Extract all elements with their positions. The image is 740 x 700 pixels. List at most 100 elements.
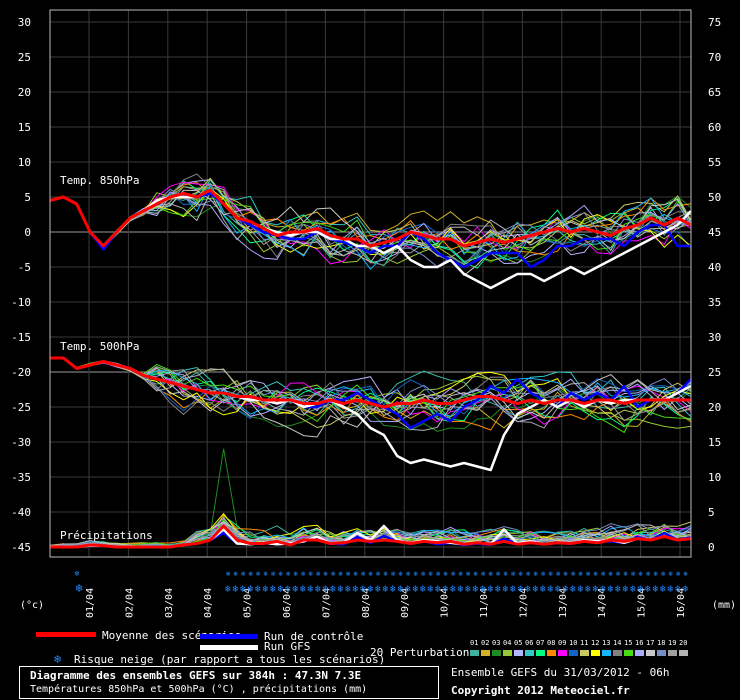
snow-risk-icon: ❄ bbox=[406, 570, 410, 578]
snow-risk-icon: ❄ bbox=[496, 570, 500, 578]
snow-risk-icon: ❄ bbox=[286, 570, 290, 578]
perturbation-line bbox=[49, 180, 692, 269]
snow-risk-icon: ❄ bbox=[653, 570, 657, 578]
left-tick-label: -35 bbox=[11, 471, 31, 484]
snow-risk-icon: ❄ bbox=[488, 570, 492, 578]
date-tick-label: 10/04 bbox=[440, 588, 451, 618]
snow-risk-icon: ❄ bbox=[375, 584, 382, 595]
perturbation-line bbox=[49, 188, 692, 268]
perturbation-number: 16 bbox=[635, 639, 644, 647]
snow-risk-icon: ❄ bbox=[345, 584, 352, 595]
snow-risk-icon: ❄ bbox=[556, 570, 560, 578]
snow-risk-icon: ❄ bbox=[547, 584, 554, 595]
legend-gfs-label: Run GFS bbox=[264, 640, 311, 653]
snow-risk-icon: ❄ bbox=[382, 584, 389, 595]
footer-run: Ensemble GEFS du 31/03/2012 - 06h bbox=[451, 666, 670, 679]
snow-risk-icon: ❄ bbox=[271, 570, 275, 578]
snow-risk-icon: ❄ bbox=[241, 570, 245, 578]
perturbation-swatch bbox=[679, 650, 688, 656]
perturbation-swatch bbox=[470, 650, 479, 656]
snow-risk-icon: ❄ bbox=[472, 584, 479, 595]
snow-risk-icon: ❄ bbox=[563, 570, 567, 578]
legend-control-label: Run de contrôle bbox=[264, 630, 364, 643]
perturbation-swatch bbox=[668, 650, 677, 656]
mean-t500-line bbox=[50, 356, 691, 409]
snow-risk-icon: ❄ bbox=[616, 570, 620, 578]
snow-risk-icon: ❄ bbox=[262, 584, 269, 595]
snow-risk-icon: ❄ bbox=[577, 584, 584, 595]
snow-risk-icon: ❄ bbox=[277, 584, 284, 595]
snow-risk-icon: ❄ bbox=[646, 570, 650, 578]
right-tick-label: 45 bbox=[708, 226, 721, 239]
left-tick-label: 30 bbox=[18, 16, 31, 29]
perturbation-number: 01 bbox=[470, 639, 479, 647]
snow-risk-icon: ❄ bbox=[495, 584, 502, 595]
snow-risk-icon: ❄ bbox=[457, 584, 464, 595]
perturbation-line bbox=[49, 357, 692, 431]
snow-risk-icon: ❄ bbox=[473, 570, 477, 578]
snow-risk-icon: ❄ bbox=[301, 570, 305, 578]
right-tick-label: 20 bbox=[708, 401, 721, 414]
snow-risk-icon: ❄ bbox=[337, 584, 344, 595]
footer-title: Diagramme des ensembles GEFS sur 384h : … bbox=[30, 669, 362, 682]
perturbation-swatch bbox=[613, 650, 622, 656]
snow-risk-icon: ❄ bbox=[330, 584, 337, 595]
right-tick-label: 40 bbox=[708, 261, 721, 274]
date-tick-label: 16/04 bbox=[676, 588, 687, 618]
snow-risk-icon: ❄ bbox=[405, 584, 412, 595]
left-tick-label: 5 bbox=[24, 191, 31, 204]
snow-risk-icon: ❄ bbox=[622, 584, 629, 595]
perturbation-number: 05 bbox=[514, 639, 523, 647]
snow-risk-icon: ❄ bbox=[586, 570, 590, 578]
legend-mean-swatch bbox=[36, 632, 96, 637]
perturbation-number: 09 bbox=[558, 639, 567, 647]
snow-risk-icon: ❄ bbox=[232, 584, 239, 595]
snow-risk-icon: ❄ bbox=[562, 584, 569, 595]
date-tick-label: 02/04 bbox=[124, 588, 135, 618]
perturbation-swatch bbox=[580, 650, 589, 656]
snow-risk-icon: ❄ bbox=[661, 570, 665, 578]
left-tick-label: -25 bbox=[11, 401, 31, 414]
snow-risk-icon: ❄ bbox=[443, 570, 447, 578]
snow-risk-icon: ❄ bbox=[623, 570, 627, 578]
date-tick-label: 04/04 bbox=[203, 588, 214, 618]
snow-risk-icon: ❄ bbox=[307, 584, 314, 595]
snow-risk-icon: ❄ bbox=[316, 570, 320, 578]
perturbation-number: 03 bbox=[492, 639, 501, 647]
perturbation-line bbox=[49, 357, 692, 423]
snow-risk-icon: ❄ bbox=[300, 584, 307, 595]
date-tick-label: 14/04 bbox=[597, 588, 608, 618]
perturbation-number: 18 bbox=[657, 639, 666, 647]
snow-risk-icon: ❄ bbox=[465, 584, 472, 595]
snow-risk-icon: ❄ bbox=[391, 570, 395, 578]
perturbation-number: 15 bbox=[624, 639, 633, 647]
snow-risk-icon: ❄ bbox=[225, 584, 232, 595]
perturbation-number: 08 bbox=[547, 639, 556, 647]
snow-risk-icon: ❄ bbox=[248, 570, 252, 578]
snow-risk-icon: ❄ bbox=[322, 584, 329, 595]
snow-risk-icon: ❄ bbox=[548, 570, 552, 578]
right-tick-label: 30 bbox=[708, 331, 721, 344]
date-tick-label: 03/04 bbox=[164, 588, 175, 618]
left-tick-label: -20 bbox=[11, 366, 31, 379]
snow-risk-icon: ❄ bbox=[376, 570, 380, 578]
perturbation-swatch bbox=[591, 650, 600, 656]
snow-risk-icon: ❄ bbox=[293, 570, 297, 578]
snow-risk-icon: ❄ bbox=[585, 584, 592, 595]
snow-risk-icon: ❄ bbox=[683, 570, 687, 578]
snow-risk-icon: ❄ bbox=[458, 570, 462, 578]
date-tick-label: 09/04 bbox=[400, 588, 411, 618]
snow-risk-icon: ❄ bbox=[466, 570, 470, 578]
snow-risk-icon: ❄ bbox=[255, 584, 262, 595]
legend-snow-label: Risque neige (par rapport a tous les scé… bbox=[74, 653, 386, 666]
perturbation-number: 19 bbox=[668, 639, 677, 647]
perturbation-swatch bbox=[602, 650, 611, 656]
snow-risk-icon: ❄ bbox=[450, 584, 457, 595]
right-tick-label: 50 bbox=[708, 191, 721, 204]
snow-risk-icon: ❄ bbox=[420, 584, 427, 595]
snow-risk-icon: ❄ bbox=[555, 584, 562, 595]
footer-copyright: Copyright 2012 Meteociel.fr bbox=[451, 684, 630, 697]
snow-risk-icon: ❄ bbox=[367, 584, 374, 595]
date-tick-label: 05/04 bbox=[243, 588, 254, 618]
perturbation-swatch bbox=[525, 650, 534, 656]
